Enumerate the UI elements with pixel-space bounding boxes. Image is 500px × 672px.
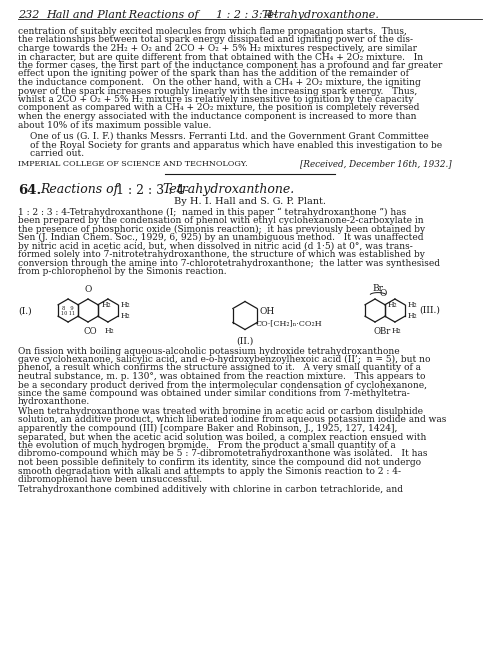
Text: 8   9: 8 9 <box>62 306 74 311</box>
Text: of the Royal Society for grants and apparatus which have enabled this investigat: of the Royal Society for grants and appa… <box>30 140 442 149</box>
Text: 64.: 64. <box>18 183 41 196</box>
Text: 1 : 2 : 3 : 4-: 1 : 2 : 3 : 4- <box>116 183 188 196</box>
Text: H₂: H₂ <box>102 301 111 309</box>
Text: in character, but are quite different from that obtained with the CH₄ + 2O₂ mixt: in character, but are quite different fr… <box>18 52 423 62</box>
Text: 232: 232 <box>18 10 40 20</box>
Text: [Received, December 16th, 1932.]: [Received, December 16th, 1932.] <box>300 159 452 169</box>
Text: the former cases, the first part of the inductance component has a profound and : the former cases, the first part of the … <box>18 61 442 70</box>
Text: charge towards the 2H₂ + O₂ and 2CO + O₂ + 5% H₂ mixtures respectively, are simi: charge towards the 2H₂ + O₂ and 2CO + O₂… <box>18 44 417 53</box>
Text: :  Reactions of: : Reactions of <box>118 10 198 20</box>
Text: Hall and Plant: Hall and Plant <box>46 10 126 20</box>
Text: apparently the compound (III) [compare Baker and Robinson, J., 1925, 127, 1424],: apparently the compound (III) [compare B… <box>18 424 398 433</box>
Text: been prepared by the condensation of phenol with ethyl cyclohexanone-2-carboxyla: been prepared by the condensation of phe… <box>18 216 424 225</box>
Text: about 10% of its maximum possible value.: about 10% of its maximum possible value. <box>18 120 212 130</box>
Text: the relationships between total spark energy dissipated and igniting power of th: the relationships between total spark en… <box>18 36 413 44</box>
Text: O: O <box>84 285 91 294</box>
Text: Tetrahydroxanthone.: Tetrahydroxanthone. <box>162 183 294 196</box>
Text: separated, but when the acetic acid solution was boiled, a complex reaction ensu: separated, but when the acetic acid solu… <box>18 433 426 442</box>
Text: OH: OH <box>260 307 275 316</box>
Text: 1 : 2 : 3: 4-: 1 : 2 : 3: 4- <box>216 10 277 20</box>
Text: the inductance component.   On the other hand, with a CH₄ + 2O₂ mixture, the ign: the inductance component. On the other h… <box>18 78 421 87</box>
Text: By H. I. Hall and S. G. P. Plant.: By H. I. Hall and S. G. P. Plant. <box>174 196 326 206</box>
Text: phenol, a result which confirms the structure assigned to it.   A very small qua: phenol, a result which confirms the stru… <box>18 364 421 372</box>
Text: Tetrahydroxanthone.: Tetrahydroxanthone. <box>261 10 379 20</box>
Text: OBr: OBr <box>373 327 390 336</box>
Text: CO: CO <box>84 327 98 336</box>
Text: Br: Br <box>372 284 383 293</box>
Text: by nitric acid in acetic acid, but, when dissolved in nitric acid (d 1·5) at 0°,: by nitric acid in acetic acid, but, when… <box>18 241 413 251</box>
Text: when the energy associated with the inductance component is increased to more th: when the energy associated with the indu… <box>18 112 416 121</box>
Text: O: O <box>380 289 386 298</box>
Text: Tetrahydroxanthone combined additively with chlorine in carbon tetrachloride, an: Tetrahydroxanthone combined additively w… <box>18 485 403 493</box>
Text: 10 11: 10 11 <box>61 311 75 316</box>
Text: (III.): (III.) <box>420 306 440 315</box>
Text: gave cyclohexanone, salicylic acid, and e-o-hydroxybenzoylhexoic acid (II’;  n =: gave cyclohexanone, salicylic acid, and … <box>18 355 430 364</box>
Text: since the same compound was obtained under similar conditions from 7-methyltetra: since the same compound was obtained und… <box>18 389 410 398</box>
Text: be a secondary product derived from the intermolecular condensation of cyclohexa: be a secondary product derived from the … <box>18 380 427 390</box>
Text: the evolution of much hydrogen bromide.   From the product a small quantity of a: the evolution of much hydrogen bromide. … <box>18 441 396 450</box>
Text: H₂: H₂ <box>392 327 402 335</box>
Text: (I.): (I.) <box>18 306 32 315</box>
Text: IMPERIAL COLLEGE OF SCIENCE AND TECHNOLOGY.: IMPERIAL COLLEGE OF SCIENCE AND TECHNOLO… <box>18 159 248 167</box>
Text: H₂: H₂ <box>120 312 130 320</box>
Text: dibromophenol have been unsuccessful.: dibromophenol have been unsuccessful. <box>18 475 202 484</box>
Text: the presence of phosphoric oxide (Simonis reaction);  it has previously been obt: the presence of phosphoric oxide (Simoni… <box>18 224 425 234</box>
Text: Sen (J. Indian Chem. Soc., 1929, 6, 925) by an unambiguous method.   It was unaf: Sen (J. Indian Chem. Soc., 1929, 6, 925)… <box>18 233 424 242</box>
Text: dibromo-compound which may be 5 : 7-dibromotetrahydroxanthone was isolated.   It: dibromo-compound which may be 5 : 7-dibr… <box>18 450 428 458</box>
Text: On fission with boiling aqueous-alcoholic potassium hydroxide tetrahydroxanthone: On fission with boiling aqueous-alcoholi… <box>18 347 400 355</box>
Text: formed solely into 7-nitrotetrahydroxanthone, the structure of which was establi: formed solely into 7-nitrotetrahydroxant… <box>18 250 425 259</box>
Text: When tetrahydroxanthone was treated with bromine in acetic acid or carbon disulp: When tetrahydroxanthone was treated with… <box>18 407 423 416</box>
Text: carried out.: carried out. <box>30 149 84 158</box>
Text: CO·[CH₂]ₙ·CO₂H: CO·[CH₂]ₙ·CO₂H <box>256 319 322 327</box>
Text: effect upon the igniting power of the spark than has the addition of the remaind: effect upon the igniting power of the sp… <box>18 69 409 79</box>
Text: H₂: H₂ <box>408 312 417 320</box>
Text: whilst a 2CO + O₂ + 5% H₂ mixture is relatively insensitive to ignition by the c: whilst a 2CO + O₂ + 5% H₂ mixture is rel… <box>18 95 413 104</box>
Text: not been possible definitely to confirm its identity, since the compound did not: not been possible definitely to confirm … <box>18 458 421 467</box>
Text: H₂: H₂ <box>105 327 115 335</box>
Text: Reactions of: Reactions of <box>40 183 118 196</box>
Text: H₂: H₂ <box>120 301 130 309</box>
Text: hydroxanthone.: hydroxanthone. <box>18 398 90 407</box>
Text: conversion through the amine into 7-chlorotetrahydroxanthone;  the latter was sy: conversion through the amine into 7-chlo… <box>18 259 440 267</box>
Text: One of us (G. I. F.) thanks Messrs. Ferranti Ltd. and the Government Grant Commi: One of us (G. I. F.) thanks Messrs. Ferr… <box>30 132 429 141</box>
Text: (II.): (II.) <box>236 337 254 345</box>
Text: neutral substance, m. p. 130°, was obtained from the reaction mixture.   This ap: neutral substance, m. p. 130°, was obtai… <box>18 372 426 381</box>
Text: from p-chlorophenol by the Simonis reaction.: from p-chlorophenol by the Simonis react… <box>18 267 227 276</box>
Text: power of the spark increases roughly linearly with the increasing spark energy. : power of the spark increases roughly lin… <box>18 87 417 95</box>
Text: component as compared with a CH₄ + 2O₂ mixture, the position is completely rever: component as compared with a CH₄ + 2O₂ m… <box>18 103 419 112</box>
Text: H₂: H₂ <box>388 301 397 309</box>
Text: smooth degradation with alkali and attempts to apply the Simonis reaction to 2 :: smooth degradation with alkali and attem… <box>18 466 401 476</box>
Text: H₂: H₂ <box>408 301 417 309</box>
Text: 1 : 2 : 3 : 4-Tetrahydroxanthone (I;  named in this paper “ tetrahydroxanthone ”: 1 : 2 : 3 : 4-Tetrahydroxanthone (I; nam… <box>18 208 406 217</box>
Text: centration of suitably excited molecules from which flame propagation starts.  T: centration of suitably excited molecules… <box>18 27 407 36</box>
Text: solution, an additive product, which liberated iodine from aqueous potassium iod: solution, an additive product, which lib… <box>18 415 446 425</box>
